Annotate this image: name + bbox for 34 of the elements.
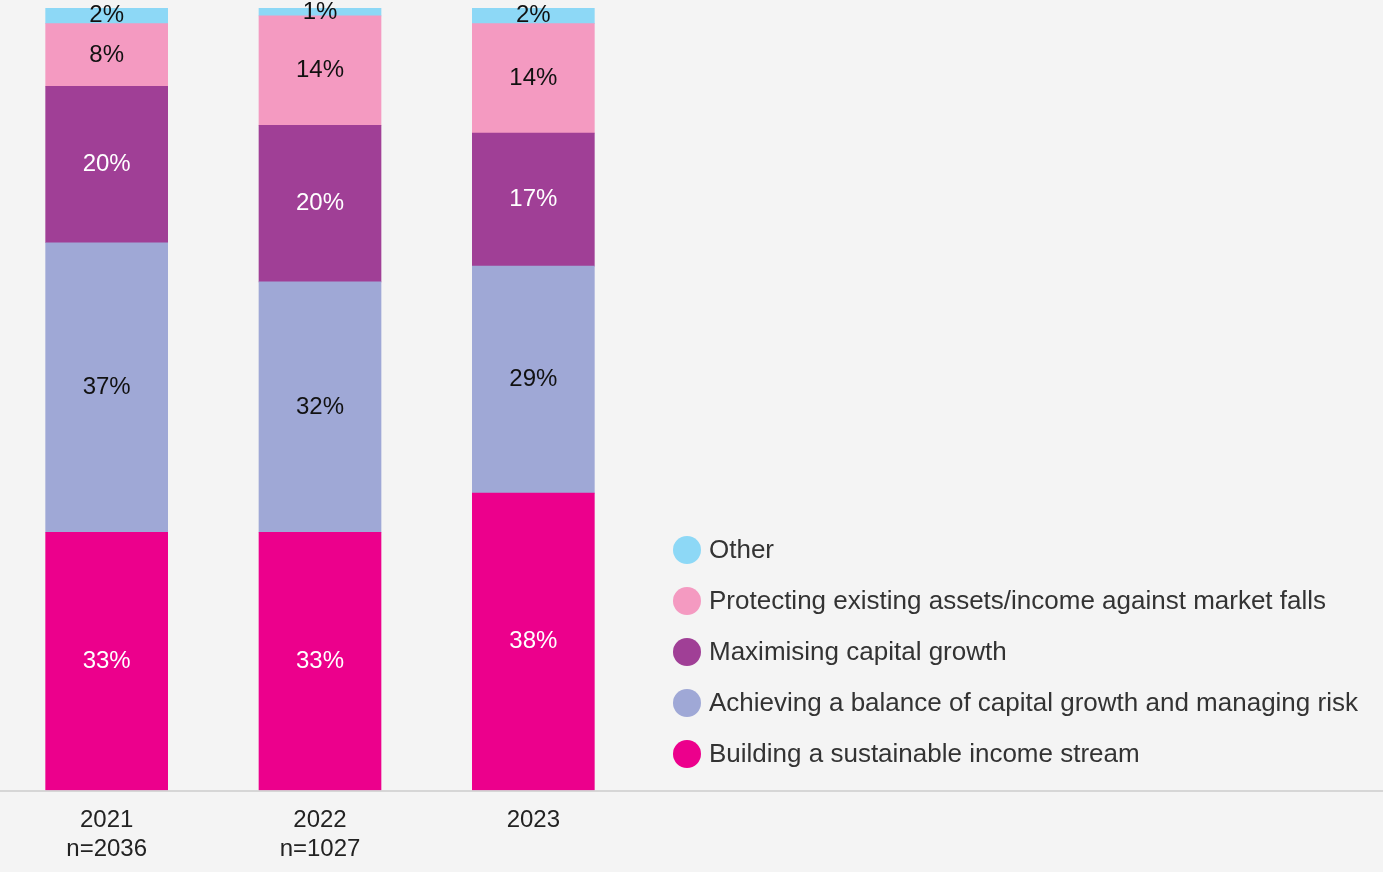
data-label: 1% bbox=[302, 0, 338, 24]
bar bbox=[258, 125, 382, 283]
data-label: 32% bbox=[295, 391, 345, 419]
bar bbox=[45, 23, 168, 87]
bar bbox=[472, 23, 595, 134]
legend-label: Building a sustainable income stream bbox=[709, 738, 1140, 769]
data-label: 2% bbox=[89, 0, 125, 28]
bar bbox=[45, 85, 168, 244]
bar bbox=[472, 265, 595, 494]
data-label: 33% bbox=[82, 645, 131, 673]
data-label: 14% bbox=[295, 55, 345, 83]
data-label: 2% bbox=[515, 0, 551, 28]
bar bbox=[45, 531, 168, 791]
data-label: 29% bbox=[509, 364, 558, 392]
bar bbox=[472, 492, 595, 791]
x-tick-label: 2022 n=1027 bbox=[279, 805, 361, 862]
bar bbox=[258, 281, 382, 533]
legend-label: Other bbox=[709, 534, 775, 565]
data-label: 37% bbox=[82, 372, 131, 400]
legend-label: Achieving a balance of capital growth and managing risk bbox=[709, 687, 1358, 718]
x-tick-label: 2023 bbox=[506, 805, 561, 833]
bar bbox=[45, 242, 168, 533]
legend-label: Protecting existing assets/income against market falls bbox=[709, 585, 1327, 616]
data-label: 38% bbox=[509, 626, 558, 654]
bar bbox=[258, 531, 382, 791]
data-label: 17% bbox=[509, 184, 558, 212]
x-tick-label: 2021 n=2036 bbox=[66, 805, 148, 862]
legend-label: Maximising capital growth bbox=[709, 636, 1007, 667]
data-label: 20% bbox=[295, 188, 345, 216]
data-label: 8% bbox=[89, 39, 125, 67]
bar bbox=[472, 132, 595, 267]
data-label: 14% bbox=[509, 63, 558, 91]
data-label: 20% bbox=[82, 149, 131, 177]
data-label: 33% bbox=[295, 645, 345, 673]
